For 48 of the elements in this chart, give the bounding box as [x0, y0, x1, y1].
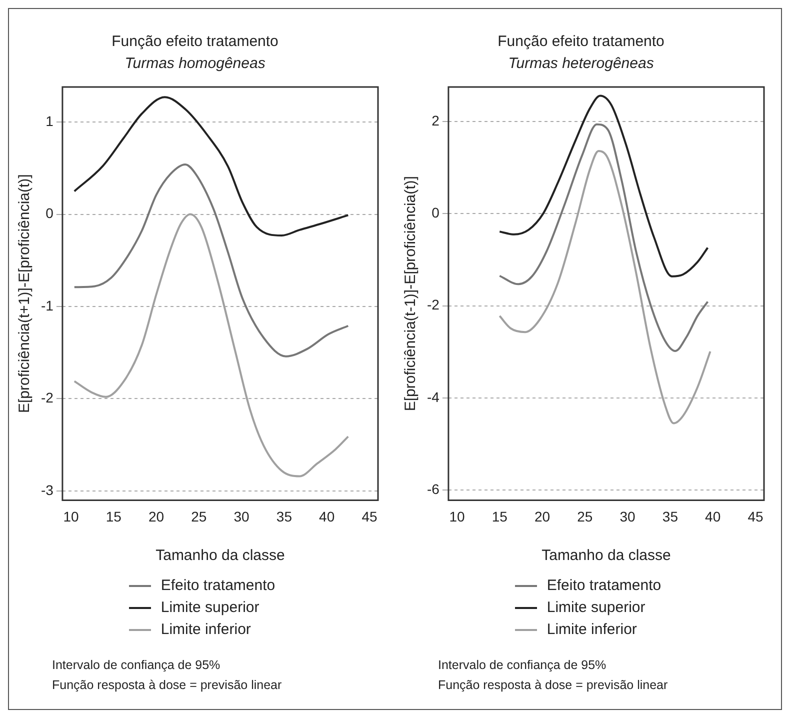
legend-label: Limite inferior: [160, 620, 251, 640]
line-series: [498, 94, 709, 278]
legend-label: Efeito tratamento: [160, 576, 276, 596]
legend-label: Limite inferior: [546, 620, 637, 640]
y-tick-label: -2: [426, 296, 440, 313]
chart-title: Função efeito tratamento: [498, 33, 664, 50]
text: Função resposta à dose = previsão linear: [438, 677, 669, 694]
x-tick-label: 40: [319, 508, 335, 524]
y-tick-label: 2: [432, 112, 440, 128]
text: Função resposta à dose = previsão linear: [52, 677, 283, 694]
x-axis-title: Tamanho da classe: [542, 547, 671, 564]
x-tick-label: 30: [620, 508, 636, 524]
y-tick-label: 0: [46, 205, 54, 222]
text: Intervalo de confiança de 95%: [52, 657, 222, 674]
x-tick-label: 20: [148, 508, 164, 524]
y-tick-label: -1: [40, 297, 54, 314]
x-tick-label: 45: [362, 508, 378, 524]
y-tick-label: -3: [40, 482, 54, 498]
x-tick-label: 30: [234, 508, 250, 524]
x-tick-label: 40: [705, 508, 721, 524]
x-tick-label: 10: [63, 508, 79, 524]
line-series: [73, 96, 350, 236]
y-tick-label: -2: [40, 390, 54, 406]
legend-label: Efeito tratamento: [546, 576, 662, 596]
y-axis-title: E[proficiência(t+1)]-E[proficiência(t)]: [16, 174, 34, 414]
legend-label: Limite superior: [546, 598, 646, 618]
chart-title: Função efeito tratamento: [112, 33, 278, 50]
x-tick-label: 15: [106, 508, 122, 524]
x-tick-label: 35: [662, 508, 678, 524]
line-series: [73, 163, 350, 358]
x-tick-label: 10: [449, 508, 465, 524]
x-tick-label: 25: [577, 508, 593, 524]
chart-subtitle: Turmas heterogêneas: [508, 55, 654, 72]
x-tick-label: 45: [748, 508, 764, 524]
x-tick-label: 15: [492, 508, 508, 524]
chart-subtitle: Turmas homogêneas: [124, 55, 266, 72]
y-axis-title: E[proficiência(t-1)]-E[proficiência(t)]: [402, 176, 420, 412]
x-axis-title: Tamanho da classe: [156, 547, 285, 564]
x-tick-label: 35: [276, 508, 292, 524]
legend-label: Limite superior: [160, 598, 260, 618]
y-tick-label: 1: [46, 112, 54, 129]
line-series: [498, 123, 709, 352]
x-tick-label: 20: [534, 508, 550, 524]
y-tick-label: -6: [426, 480, 440, 497]
text: Intervalo de confiança de 95%: [438, 657, 608, 674]
y-tick-label: -4: [426, 388, 440, 405]
x-tick-label: 25: [191, 508, 207, 524]
y-tick-label: 0: [432, 204, 440, 221]
